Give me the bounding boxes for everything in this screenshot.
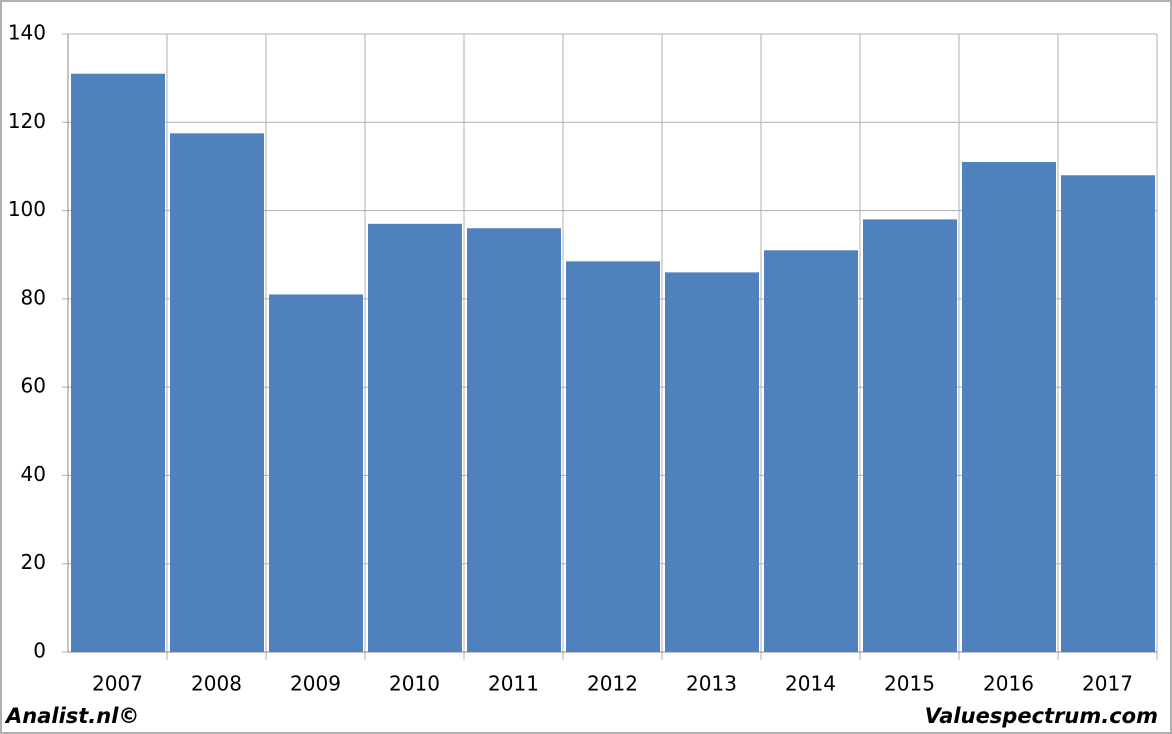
y-tick-label: 60	[21, 374, 46, 398]
y-tick-label: 20	[21, 550, 46, 574]
x-tick-label: 2008	[191, 672, 242, 696]
bar	[71, 73, 165, 652]
y-tick-label: 0	[33, 639, 46, 663]
x-tick-label: 2012	[587, 672, 638, 696]
x-tick-label: 2017	[1082, 672, 1133, 696]
bar	[566, 261, 660, 652]
x-tick-label: 2010	[389, 672, 440, 696]
bar	[962, 162, 1056, 652]
bar	[863, 219, 957, 652]
x-tick-label: 2011	[488, 672, 539, 696]
y-tick-label: 80	[21, 285, 46, 309]
bar	[269, 294, 363, 652]
x-tick-label: 2016	[983, 672, 1034, 696]
x-tick-label: 2014	[785, 672, 836, 696]
y-tick-label: 100	[8, 197, 46, 221]
bar	[170, 133, 264, 653]
x-tick-label: 2013	[686, 672, 737, 696]
footer-left: Analist.nl©	[4, 704, 139, 728]
y-tick-label: 140	[8, 21, 46, 45]
x-tick-label: 2007	[92, 672, 143, 696]
y-tick-label: 40	[21, 462, 46, 486]
bar	[665, 272, 759, 652]
x-tick-label: 2009	[290, 672, 341, 696]
bar	[764, 250, 858, 653]
y-tick-label: 120	[8, 109, 46, 133]
bar	[467, 228, 561, 652]
bar	[1061, 175, 1155, 652]
bar	[368, 223, 462, 653]
x-tick-label: 2015	[884, 672, 935, 696]
footer-right: Valuespectrum.com	[925, 704, 1158, 728]
